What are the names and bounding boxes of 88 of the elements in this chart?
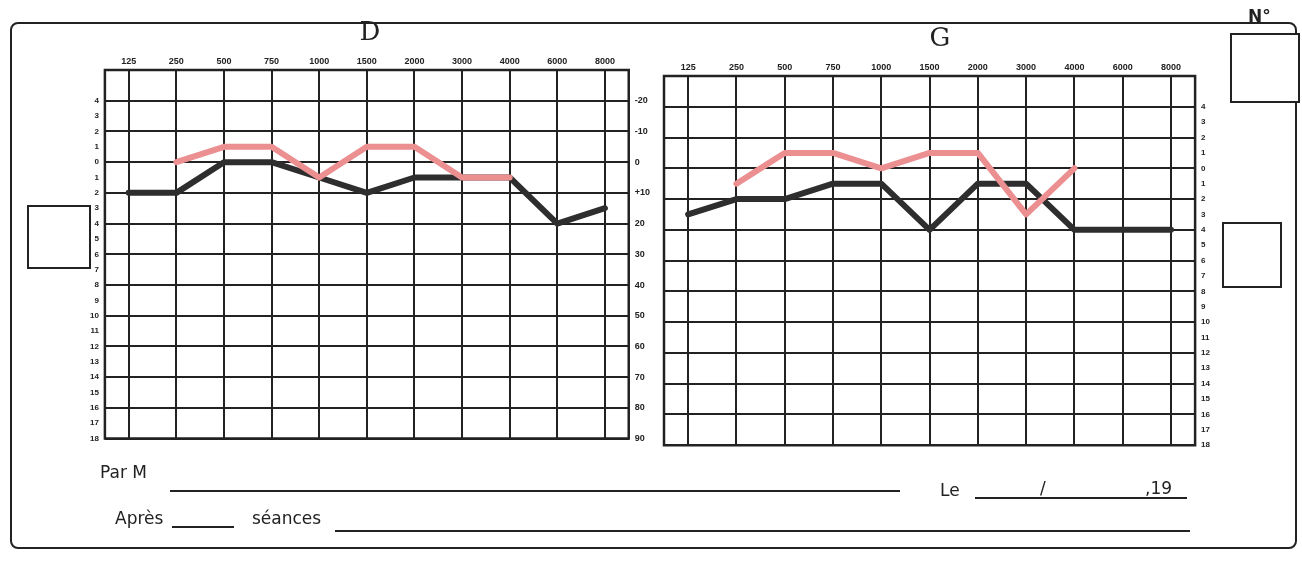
x-tick-label: 1000	[309, 56, 330, 67]
y-tick-label: 1	[1201, 148, 1207, 158]
y-tick-label: 18	[89, 433, 100, 443]
x-tick-label: 1500	[919, 62, 940, 73]
y-tick-label: 14	[1201, 378, 1211, 388]
text: séances	[252, 508, 322, 528]
y-tick-label: 8	[1201, 286, 1207, 296]
text: ,19	[1145, 478, 1173, 498]
y2-tick-label: 30	[634, 248, 645, 259]
y-tick-label: 5	[1201, 240, 1207, 250]
y-tick-label: 5	[94, 234, 100, 244]
y-tick-label: 11	[1201, 332, 1211, 342]
y2-tick-label: 60	[634, 340, 645, 351]
y-tick-label: 12	[1201, 348, 1211, 358]
y-tick-label: 6	[94, 249, 100, 259]
y-tick-label: 1	[1201, 178, 1207, 188]
x-tick-label: 750	[264, 56, 280, 67]
y-tick-label: 1	[94, 141, 100, 151]
x-tick-label: 250	[728, 62, 744, 73]
text: Le	[940, 480, 960, 500]
y-tick-label: 9	[1201, 301, 1207, 311]
chart-title: G	[929, 22, 951, 53]
y-tick-label: 7	[94, 264, 100, 274]
x-tick-label: 500	[216, 56, 232, 67]
y-tick-label: 12	[89, 341, 100, 351]
y2-tick-label: -10	[634, 125, 648, 136]
y-tick-label: 10	[89, 310, 100, 320]
text: /	[1040, 478, 1046, 498]
y-tick-label: 10	[1201, 317, 1211, 327]
y-tick-label: 4	[94, 218, 100, 228]
x-tick-label: 2000	[404, 56, 425, 67]
y2-tick-label: 50	[634, 310, 645, 321]
y-tick-label: 4	[1201, 101, 1207, 111]
y-tick-label: 18	[1201, 440, 1211, 450]
y-tick-label: 13	[1201, 363, 1211, 373]
y-tick-label: 8	[94, 280, 100, 290]
y2-tick-label: +10	[634, 187, 651, 198]
y-tick-label: 3	[1201, 117, 1207, 127]
y-tick-label: 15	[89, 387, 100, 397]
y2-tick-label: 40	[634, 279, 645, 290]
x-tick-label: 3000	[1016, 62, 1037, 73]
y-tick-label: 13	[89, 357, 100, 367]
text: N°	[1248, 6, 1271, 26]
x-tick-label: 250	[168, 56, 184, 67]
y2-tick-label: 20	[634, 218, 645, 229]
y-tick-label: 16	[89, 403, 100, 413]
y-tick-label: 3	[1201, 209, 1207, 219]
y2-tick-label: -20	[634, 95, 648, 106]
y-tick-label: 7	[1201, 271, 1207, 281]
y-tick-label: 2	[94, 126, 100, 136]
y-tick-label: 4	[1201, 225, 1207, 235]
x-tick-label: 3000	[452, 56, 473, 67]
x-tick-label: 1000	[871, 62, 892, 73]
y2-tick-label: 0	[634, 156, 640, 167]
text: Après	[115, 508, 164, 528]
y-tick-label: 2	[94, 188, 100, 198]
y2-tick-label: 80	[634, 402, 645, 413]
x-tick-label: 1500	[356, 56, 377, 67]
y-tick-label: 0	[94, 157, 100, 167]
x-tick-label: 750	[825, 62, 841, 73]
x-tick-label: 125	[121, 56, 137, 67]
x-tick-label: 4000	[1064, 62, 1085, 73]
y-tick-label: 9	[94, 295, 100, 305]
y-tick-label: 2	[1201, 132, 1207, 142]
x-tick-label: 8000	[594, 56, 615, 67]
y-tick-label: 6	[1201, 255, 1207, 265]
y-tick-label: 0	[1201, 163, 1207, 173]
x-tick-label: 2000	[967, 62, 988, 73]
y2-tick-label: 70	[634, 371, 645, 382]
y-tick-label: 11	[90, 326, 100, 336]
x-tick-label: 125	[680, 62, 696, 73]
y-tick-label: 17	[1201, 425, 1211, 435]
x-tick-label: 6000	[1112, 62, 1133, 73]
y-tick-label: 1	[94, 172, 100, 182]
y-tick-label: 2	[1201, 194, 1207, 204]
x-tick-label: 8000	[1160, 62, 1181, 73]
x-tick-label: 500	[777, 62, 793, 73]
x-tick-label: 6000	[547, 56, 568, 67]
y-tick-label: 14	[89, 372, 100, 382]
y-tick-label: 17	[89, 418, 100, 428]
y-tick-label: 15	[1201, 394, 1211, 404]
text: Par M	[100, 462, 147, 482]
y-tick-label: 16	[1201, 409, 1211, 419]
x-tick-label: 4000	[499, 56, 520, 67]
y2-tick-label: 90	[634, 433, 645, 444]
y-tick-label: 3	[94, 203, 100, 213]
y-tick-label: 4	[94, 95, 100, 105]
y-tick-label: 3	[94, 111, 100, 121]
